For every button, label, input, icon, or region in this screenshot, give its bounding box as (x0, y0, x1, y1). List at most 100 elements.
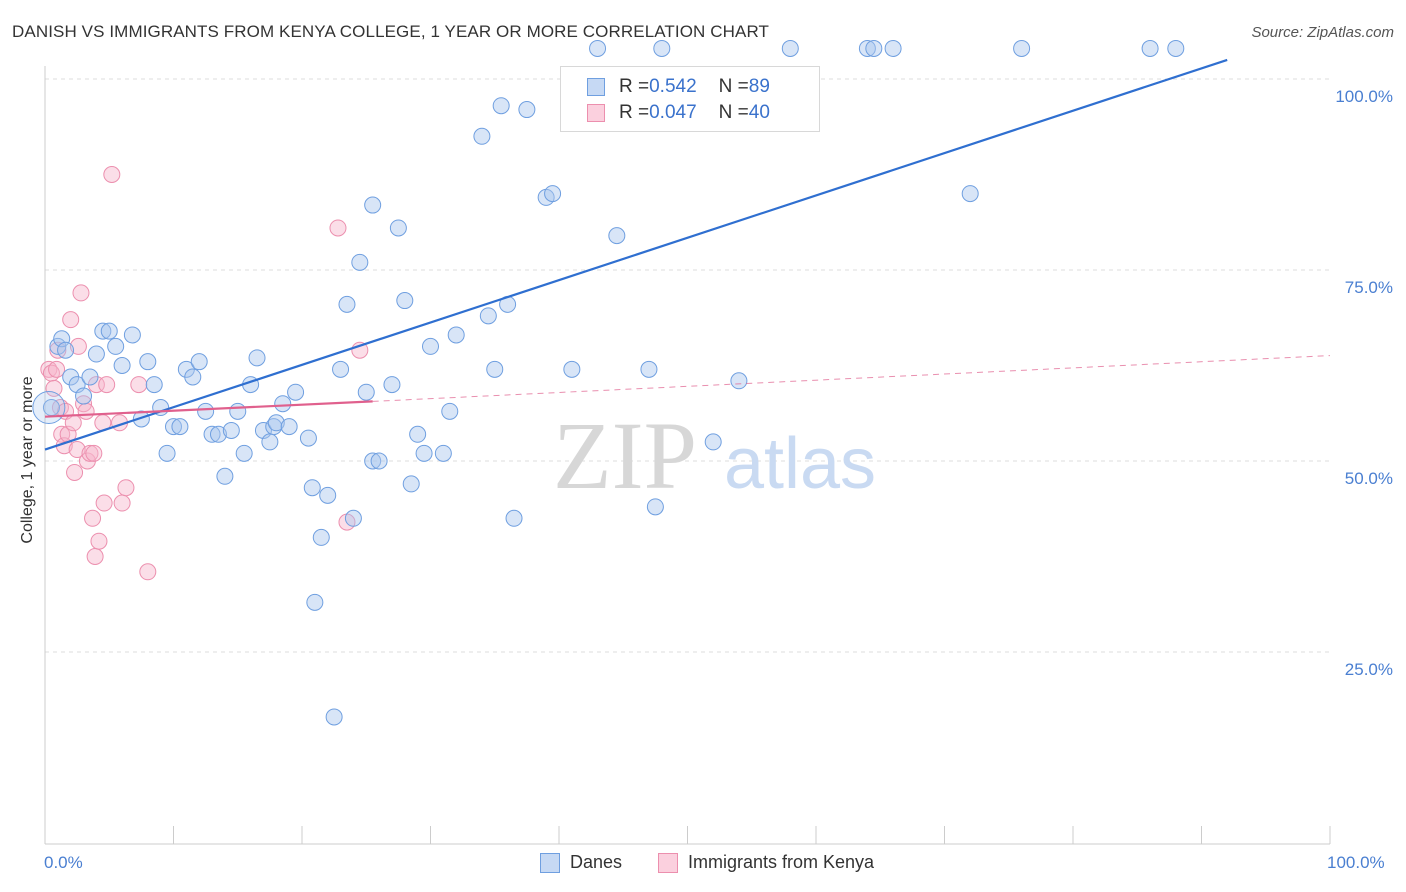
danes-point (409, 425, 427, 443)
danes-point (319, 486, 337, 504)
kenya-point (69, 337, 87, 355)
kenya-n-value: 40 (748, 102, 770, 123)
danes-n-label: N = (718, 76, 749, 97)
danes-point (139, 353, 157, 371)
legend-item-kenya[interactable]: Immigrants from Kenya (658, 852, 874, 873)
kenya-point (72, 284, 90, 302)
danes-point (222, 421, 240, 439)
x-tick-max: 100.0% (1327, 853, 1385, 872)
danes-point (383, 376, 401, 394)
watermark: ZIP atlas (553, 402, 876, 509)
danes-r-label: R = (619, 76, 650, 97)
danes-point (332, 360, 350, 378)
danes-point (123, 326, 141, 344)
danes-point (303, 479, 321, 497)
danes-point (53, 330, 71, 348)
danes-point (364, 452, 382, 470)
kenya-point (103, 166, 121, 183)
kenya-legend-swatch (658, 852, 678, 873)
danes-point (640, 360, 658, 378)
danes-point (100, 322, 118, 340)
danes-point (274, 395, 292, 413)
danes-point (287, 383, 305, 401)
kenya-point (62, 311, 80, 329)
kenya-point (48, 360, 66, 378)
kenya-point (139, 563, 157, 581)
danes-point (190, 353, 208, 371)
danes-point (434, 444, 452, 462)
danes-legend-label: Danes (570, 852, 623, 872)
danes-point (248, 349, 266, 367)
danes-point (505, 509, 523, 527)
danes-point (325, 708, 343, 726)
kenya-point (117, 479, 135, 497)
kenya-point (130, 376, 148, 394)
kenya-point (95, 494, 113, 512)
kenya-points (40, 166, 369, 581)
legend-row-kenya: R = 0.047 N = 40 (587, 100, 770, 126)
kenya-trend-line (44, 400, 373, 418)
danes-point (589, 39, 607, 57)
kenya-point (113, 494, 131, 512)
kenya-point (98, 376, 116, 394)
danes-point (563, 360, 581, 378)
danes-point (94, 322, 112, 340)
danes-point (203, 425, 221, 443)
danes-point-large (32, 391, 66, 425)
kenya-trend-extension (372, 355, 1331, 402)
source-label: Source: ZipAtlas.com (1251, 24, 1394, 41)
danes-point (865, 39, 883, 57)
kenya-r-value: 0.047 (649, 102, 697, 123)
danes-point (473, 127, 491, 145)
danes-point (132, 410, 150, 428)
kenya-r-label: R = (619, 102, 650, 123)
kenya-point (45, 379, 63, 397)
danes-point (781, 39, 799, 57)
danes-point (544, 185, 562, 203)
danes-point (1167, 39, 1185, 57)
danes-r-value: 0.542 (649, 76, 697, 97)
danes-point (858, 39, 876, 57)
danes-point (145, 376, 163, 394)
danes-point (216, 467, 234, 485)
legend-row-danes: R = 0.542 N = 89 (587, 74, 770, 100)
danes-point (113, 357, 131, 374)
chart-title: DANISH VS IMMIGRANTS FROM KENYA COLLEGE,… (12, 22, 770, 41)
danes-point (415, 444, 433, 462)
y-tick-25: 25.0% (1344, 660, 1393, 679)
danes-point (1141, 39, 1159, 57)
danes-point (704, 433, 722, 451)
kenya-point (77, 402, 95, 420)
danes-point (344, 509, 362, 527)
axes (44, 66, 1331, 845)
danes-trend-line (44, 58, 1228, 451)
danes-point (299, 429, 317, 447)
legend-item-danes[interactable]: Danes (540, 852, 622, 873)
danes-point (280, 418, 298, 436)
y-tick-75: 75.0% (1344, 278, 1393, 297)
kenya-point (84, 509, 102, 527)
kenya-n-label: N = (718, 102, 749, 123)
danes-point (49, 337, 67, 355)
danes-point (165, 418, 182, 436)
watermark-atlas: atlas (724, 424, 876, 504)
danes-point (87, 345, 105, 363)
danes-swatch (587, 78, 605, 96)
kenya-point (68, 441, 86, 459)
y-tick-100: 100.0% (1335, 87, 1393, 106)
danes-points (32, 39, 1185, 726)
danes-point (81, 368, 99, 386)
kenya-point (66, 463, 84, 481)
danes-point (261, 433, 279, 451)
x-tick-min: 0.0% (44, 853, 83, 872)
danes-point (338, 295, 356, 313)
danes-point (441, 402, 459, 420)
danes-point (646, 498, 664, 516)
danes-point (209, 425, 227, 443)
danes-point (184, 368, 202, 386)
danes-point (402, 475, 420, 493)
danes-point (486, 360, 504, 378)
kenya-swatch (587, 104, 605, 122)
y-axis-label: College, 1 year or more (19, 376, 36, 544)
